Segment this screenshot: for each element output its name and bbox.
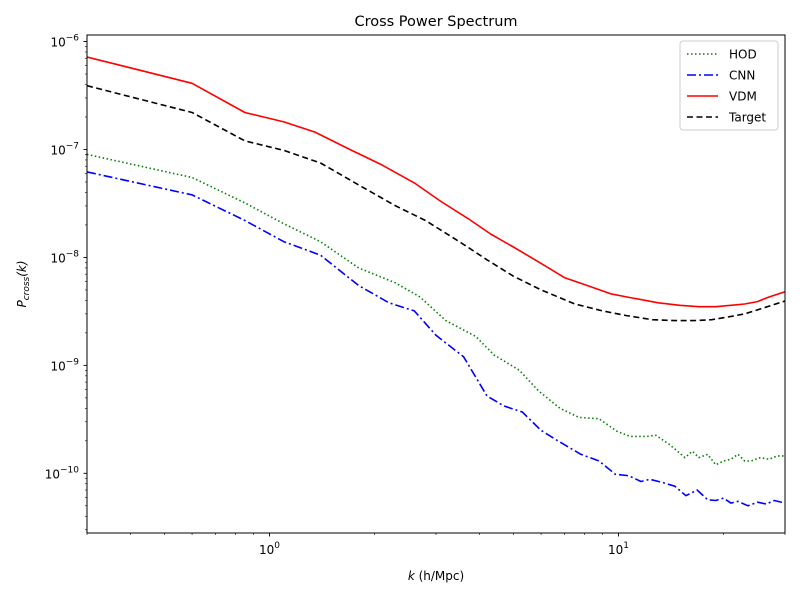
legend: HOD CNN VDM Target bbox=[679, 40, 779, 131]
y-tick-label: 10−7 bbox=[50, 141, 79, 157]
legend-label-hod: HOD bbox=[729, 48, 757, 62]
y-axis-label: Pcross(k) bbox=[15, 260, 32, 307]
legend-frame bbox=[679, 40, 779, 131]
x-tick-label: 101 bbox=[608, 541, 629, 557]
series-hod-line bbox=[87, 153, 785, 466]
series-layer bbox=[87, 56, 785, 507]
legend-label-vdm: VDM bbox=[729, 90, 757, 104]
y-axis: 10−10 10−9 10−8 10−7 10−6 bbox=[45, 34, 87, 531]
legend-label-target: Target bbox=[728, 111, 766, 125]
legend-label-cnn: CNN bbox=[729, 69, 755, 83]
y-tick-label: 10−6 bbox=[50, 34, 79, 50]
series-vdm-line bbox=[87, 56, 785, 308]
y-tick-label: 10−8 bbox=[50, 249, 79, 265]
chart-title: Cross Power Spectrum bbox=[354, 14, 517, 30]
series-cnn-line bbox=[87, 171, 785, 507]
x-axis: 100 101 bbox=[86, 533, 786, 557]
x-tick-label: 100 bbox=[259, 541, 280, 557]
y-tick-label: 10−9 bbox=[50, 357, 79, 373]
x-axis-label: k (h/Mpc) bbox=[408, 569, 464, 583]
y-tick-label: 10−10 bbox=[45, 465, 80, 481]
